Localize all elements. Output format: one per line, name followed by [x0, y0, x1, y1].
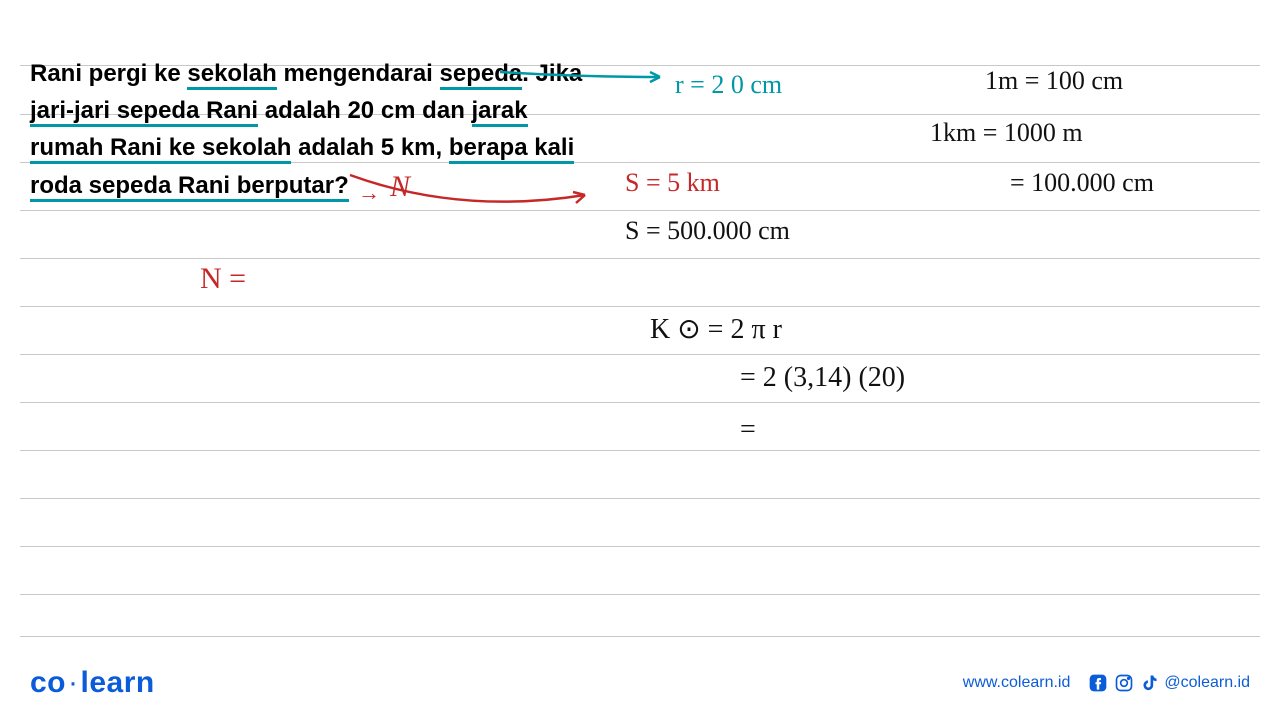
instagram-icon	[1114, 673, 1134, 693]
eq-s-cm: S = 500.000 cm	[625, 216, 790, 246]
conv-m: 1m = 100 cm	[985, 66, 1123, 96]
tiktok-icon	[1140, 673, 1160, 693]
facebook-icon	[1088, 673, 1108, 693]
eq-r: r = 2 0 cm	[675, 70, 782, 100]
footer-url: www.colearn.id	[963, 674, 1071, 692]
arrow-to-r	[500, 62, 680, 102]
conv-km-cm: = 100.000 cm	[1010, 168, 1154, 198]
eq-N: N =	[200, 262, 246, 296]
arrow-to-S	[350, 170, 610, 220]
brand-logo: co·learn	[30, 666, 155, 700]
conv-km: 1km = 1000 m	[930, 118, 1083, 148]
eq-s-km: S = 5 km	[625, 168, 720, 198]
eq-K-2: = 2 (3,14) (20)	[740, 362, 905, 394]
footer-bar: co·learn www.colearn.id @colearn.id	[0, 666, 1280, 700]
social-icons	[1088, 673, 1160, 693]
eq-K-3: =	[740, 414, 756, 446]
footer-handle: @colearn.id	[1164, 674, 1250, 692]
eq-K-1: K ⊙ = 2 π r	[650, 312, 782, 346]
